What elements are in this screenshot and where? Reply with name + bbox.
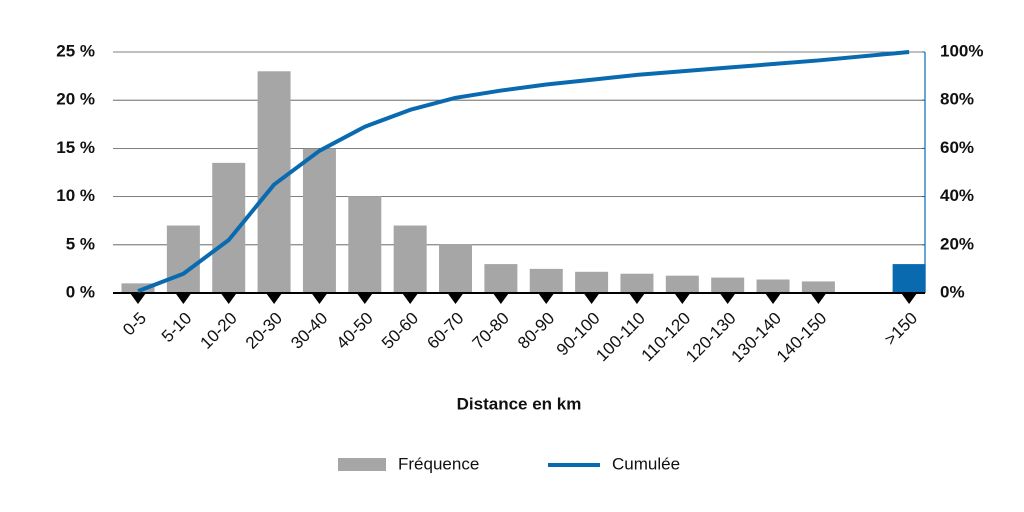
y2-tick-label: 80% (940, 90, 974, 109)
cumulative-line (137, 50, 910, 293)
category-marker (810, 293, 827, 304)
category-marker (130, 293, 146, 304)
category-marker (447, 293, 464, 304)
x-tick-label: 20-30 (242, 309, 286, 353)
y-tick-label: 0 % (66, 282, 95, 301)
y2-tick-label: 100% (940, 41, 983, 60)
x-tick-label: 0-5 (119, 309, 150, 340)
x-tick-label: 5-10 (158, 309, 195, 346)
category-marker (674, 293, 691, 304)
bar (439, 244, 473, 293)
bar (302, 148, 336, 293)
category-marker (628, 293, 645, 304)
x-tick-label: 100-110 (592, 309, 649, 366)
y2-tick-label: 0% (940, 282, 965, 301)
bar (393, 225, 427, 293)
category-marker (583, 293, 600, 304)
category-marker (311, 293, 328, 304)
legend-swatch (338, 458, 386, 471)
x-tick-label: 70-80 (469, 309, 513, 353)
x-axis-title: Distance en km (457, 394, 582, 413)
y2-tick-label: 20% (940, 234, 974, 253)
x-tick-label: 40-50 (333, 309, 377, 353)
y2-tick-label: 60% (940, 138, 974, 157)
y-tick-label: 20 % (56, 90, 95, 109)
bar (892, 264, 926, 293)
category-marker (538, 293, 555, 304)
x-tick-label: 30-40 (287, 309, 331, 353)
bar (711, 277, 745, 293)
y-tick-label: 15 % (56, 138, 95, 157)
x-tick-label: >150 (881, 309, 922, 350)
category-marker (356, 293, 373, 304)
y-tick-label: 10 % (56, 186, 95, 205)
bar (665, 275, 699, 293)
y2-tick-label: 40% (940, 186, 974, 205)
legend-label: Cumulée (612, 454, 680, 473)
category-marker (492, 293, 509, 304)
category-marker (719, 293, 736, 304)
x-tick-label: 140-150 (773, 309, 831, 367)
category-marker (901, 293, 918, 304)
bar (348, 196, 382, 293)
bar (529, 268, 563, 293)
category-marker (402, 293, 419, 304)
bar (484, 264, 518, 293)
category-marker (220, 293, 237, 304)
x-tick-label: 50-60 (378, 309, 422, 353)
bar (756, 279, 790, 293)
bar (575, 271, 609, 293)
category-marker (175, 293, 192, 304)
bar (121, 283, 155, 293)
category-marker (266, 293, 283, 304)
y-tick-label: 25 % (56, 41, 95, 60)
y-tick-label: 5 % (66, 234, 95, 253)
legend-label: Fréquence (398, 454, 479, 473)
bar (166, 225, 200, 293)
category-marker (765, 293, 782, 304)
bar (620, 273, 654, 293)
x-tick-label: 60-70 (423, 309, 467, 353)
bar (801, 281, 835, 293)
x-tick-label: 10-20 (197, 309, 241, 353)
